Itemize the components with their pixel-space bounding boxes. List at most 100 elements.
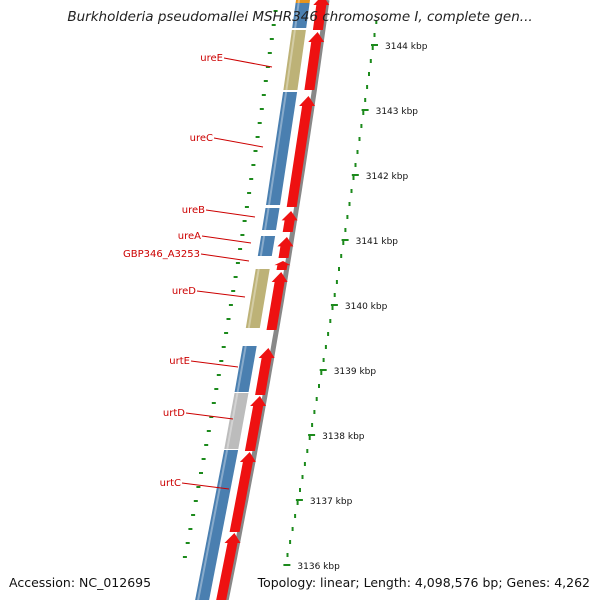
gene-label: ureC: [190, 133, 213, 144]
ruler-tick-label: 3142 kbp: [366, 172, 409, 182]
guide-dot-right: [338, 267, 340, 271]
ruler-tick: [341, 239, 349, 241]
gene-block: [262, 208, 280, 230]
guide-dot-right: [331, 306, 334, 310]
cds-arrow: [277, 237, 294, 258]
gene-track: [195, 0, 311, 600]
guide-dot-left: [233, 276, 238, 278]
cds-arrow: [266, 272, 288, 330]
guide-dot-left: [265, 66, 270, 68]
guide-dot-right: [291, 527, 294, 531]
guide-dot-right: [286, 553, 289, 557]
guide-dot-right: [358, 137, 361, 141]
backbone: [223, 0, 330, 600]
guide-dot-right: [289, 540, 292, 544]
guide-dot-right: [329, 319, 332, 323]
guide-dot-right: [375, 20, 378, 24]
ruler-tick: [371, 44, 378, 46]
ruler-tick-label: 3136 kbp: [297, 562, 340, 572]
guide-dot-left: [231, 290, 236, 292]
cds-arrow: [229, 452, 256, 532]
kbp-ruler: 3144 kbp 3143 kbp 3142 kbp 3141 kbp 3140 kbp…: [283, 42, 428, 572]
guide-dot-left: [226, 318, 231, 320]
guide-dot-right: [324, 345, 327, 349]
gene-label-leader: [223, 57, 273, 68]
guide-dot-right: [350, 189, 353, 193]
ruler-tick: [283, 564, 291, 566]
gene-block-highlight: [236, 345, 247, 393]
ruler-tick: [361, 109, 369, 111]
cds-arrow: [244, 396, 267, 451]
cds-track: [216, 0, 330, 600]
ruler-tick-label: 3143 kbp: [376, 107, 419, 117]
guide-dot-left: [273, 10, 278, 12]
guide-dot-left: [257, 122, 262, 124]
guide-dot-right: [368, 72, 370, 76]
guide-dot-right: [371, 46, 374, 50]
cds-arrow: [216, 533, 241, 600]
guide-dot-left: [211, 402, 216, 404]
ruler-tick-label: 3141 kbp: [356, 237, 399, 247]
guide-dot-right: [362, 111, 365, 115]
gene-block-highlight: [297, 0, 301, 4]
gene-block: [292, 3, 310, 28]
gene-block: [283, 30, 306, 90]
gene-block: [257, 236, 276, 256]
guide-dot-right: [333, 293, 336, 297]
guide-dot-right: [348, 202, 351, 206]
guide-dot-left: [235, 262, 240, 264]
guide-dot-left: [199, 472, 203, 474]
guide-dot-left: [191, 514, 196, 516]
guide-dot-right: [369, 59, 372, 63]
guide-dot-right: [318, 384, 320, 388]
guide-dot-left: [255, 136, 260, 138]
gene-label-leader: [181, 482, 230, 490]
gene-block: [195, 450, 239, 600]
gene-label-leader: [200, 253, 250, 262]
guide-dot-right: [360, 124, 363, 128]
guide-dot-right: [364, 98, 367, 102]
guide-dot-right: [294, 514, 297, 518]
gene-block: [224, 393, 249, 449]
guide-dot-right: [352, 176, 355, 180]
guide-dot-left: [238, 248, 243, 250]
dotted-guides: [182, 10, 378, 558]
guide-dot-left: [204, 444, 209, 446]
guide-dot-left: [247, 192, 252, 194]
gene-block-highlight: [285, 29, 296, 91]
guide-dot-left: [253, 150, 258, 152]
guide-dot-left: [228, 304, 233, 306]
guide-dot-right: [303, 462, 306, 466]
gene-block-highlight: [259, 235, 266, 257]
gene-block-highlight: [268, 91, 288, 206]
map-title: Burkholderia pseudomallei MSHR346 chromo…: [67, 9, 533, 25]
guide-dot-left: [193, 500, 198, 502]
guide-dot-right: [340, 254, 343, 258]
guide-dot-left: [209, 416, 214, 418]
guide-dot-right: [299, 488, 301, 492]
gene-label: ureA: [178, 231, 201, 242]
gene-label-leader: [213, 137, 264, 148]
guide-dot-right: [342, 241, 345, 245]
guide-dot-right: [301, 475, 304, 479]
guide-dot-right: [320, 371, 323, 375]
ruler-tick: [295, 499, 303, 501]
ruler-tick: [319, 369, 327, 371]
ruler-tick-label: 3138 kbp: [322, 432, 365, 442]
guide-dot-right: [373, 33, 376, 37]
guide-dot-left: [216, 374, 221, 376]
cds-arrow: [304, 32, 325, 90]
gene-label: ureB: [182, 205, 205, 216]
guide-dot-left: [185, 542, 190, 544]
gene-block: [245, 269, 270, 328]
guide-dot-right: [366, 85, 369, 89]
ruler-tick: [308, 434, 316, 436]
guide-dot-left: [196, 486, 201, 488]
guide-dot-left: [271, 24, 276, 26]
cds-arrow: [255, 348, 275, 395]
guide-dot-right: [356, 150, 359, 154]
ruler-tick-label: 3137 kbp: [310, 497, 353, 507]
gene-block-highlight: [264, 207, 270, 231]
ruler-tick: [351, 174, 359, 176]
